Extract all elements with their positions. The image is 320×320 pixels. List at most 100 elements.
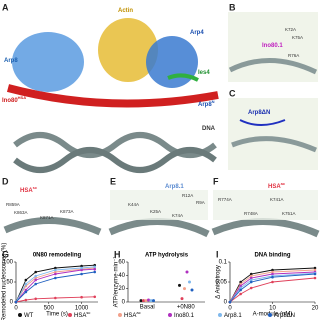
data-point [24, 290, 28, 294]
data-point [239, 288, 242, 292]
x-tick-label: 20 [312, 306, 319, 312]
y-tick-label: 0 [122, 300, 126, 306]
label-text: R774A [218, 197, 232, 202]
label: Ino80HSA [2, 95, 26, 104]
curve [15, 264, 95, 303]
y-tick-label: 100 [3, 260, 14, 266]
label-sup: HSA [18, 95, 27, 100]
label: R76A [288, 53, 299, 58]
label-text: HSA [124, 313, 136, 319]
plot-title: DNA binding [254, 253, 290, 259]
label-text: HSA [268, 184, 281, 190]
label-text: Arp4 [190, 30, 204, 36]
label-text: R859A [6, 202, 20, 207]
panel-letter: G [2, 249, 9, 259]
label: R748A [244, 211, 258, 216]
label-text: HSA [74, 313, 86, 319]
x-tick-label: 0 [228, 306, 232, 312]
data-point [249, 276, 253, 280]
y-axis-label: Δ Anisotropy [216, 265, 222, 299]
label: K74A [172, 213, 183, 218]
data-point [313, 268, 317, 272]
data-point [24, 282, 28, 286]
label-text: K741A [270, 197, 284, 202]
data-point [24, 278, 28, 282]
x-tick-label: 0 [14, 306, 18, 312]
label-text: Arp8.1 [224, 313, 242, 319]
label: HSAsc [20, 185, 38, 194]
data-point [249, 278, 253, 282]
label: Arp8N [198, 99, 215, 108]
x-tick-label: 1000 [75, 306, 89, 312]
data-point [93, 265, 97, 269]
legend-marker [268, 313, 272, 317]
data-point [80, 272, 83, 276]
label-text: Ino80.1 [174, 313, 195, 319]
data-point [142, 299, 145, 303]
data-point [34, 297, 37, 301]
label: R12A [182, 193, 193, 198]
y-tick-label: 40 [118, 273, 125, 279]
data-point [34, 270, 37, 274]
label-text: Arp8ΔN [248, 110, 270, 116]
label: Arp8.1 [165, 184, 184, 190]
label: WT [24, 313, 34, 319]
plot-title: ATP hydrolysis [145, 253, 189, 259]
label-text: R748A [244, 211, 258, 216]
data-point [271, 268, 274, 272]
data-point [93, 270, 97, 274]
curve [15, 271, 95, 303]
panel-letter: H [114, 249, 121, 259]
curve [15, 268, 95, 303]
label-text: K873A [60, 209, 74, 214]
data-point [14, 300, 18, 304]
label-text: R9A [196, 200, 205, 205]
label: Ino80.1 [174, 313, 195, 319]
y-tick-label: 20 [118, 286, 125, 292]
label-text: WT [24, 313, 34, 319]
label-text: Ies4 [198, 70, 210, 76]
label-text: K72A [285, 27, 296, 32]
label: Ino80.1 [262, 43, 283, 49]
data-point [54, 268, 57, 272]
data-point [271, 280, 274, 284]
x-tick-label: 500 [44, 306, 55, 312]
legend-marker [118, 313, 122, 317]
legend-marker [68, 313, 72, 317]
label: DNA [202, 126, 216, 132]
panel-letter: E [110, 176, 116, 186]
data-point [139, 299, 143, 303]
label-text: Actin [118, 8, 133, 14]
label-sup: sc [33, 185, 38, 190]
data-point [271, 275, 274, 279]
data-point [190, 288, 194, 292]
data-point [54, 266, 57, 270]
data-point [93, 295, 97, 299]
data-point [313, 276, 317, 280]
data-point [24, 288, 28, 292]
y-tick-label: 0.05 [215, 280, 227, 286]
data-point [80, 295, 83, 299]
data-point [80, 264, 83, 268]
data-point [80, 268, 83, 272]
y-axis-label: ATP/enzyme·min⁻¹ [114, 257, 120, 308]
data-point [144, 299, 148, 303]
data-point [34, 274, 37, 278]
label-text: K75A [292, 35, 303, 40]
data-point [54, 270, 57, 274]
label-text: K863A [14, 210, 28, 215]
data-point [271, 270, 274, 274]
y-tick-label: 0 [224, 300, 228, 306]
label: K751A [282, 211, 296, 216]
label: K871A [40, 215, 54, 220]
label: R774A [218, 197, 232, 202]
data-point [239, 280, 242, 284]
label: Arp4 [190, 30, 204, 36]
label: R859A [6, 202, 20, 207]
label: Arp8ΔN [274, 313, 295, 319]
data-point [185, 270, 189, 274]
label-text: K871A [40, 215, 54, 220]
label-text: DNA [202, 126, 216, 132]
